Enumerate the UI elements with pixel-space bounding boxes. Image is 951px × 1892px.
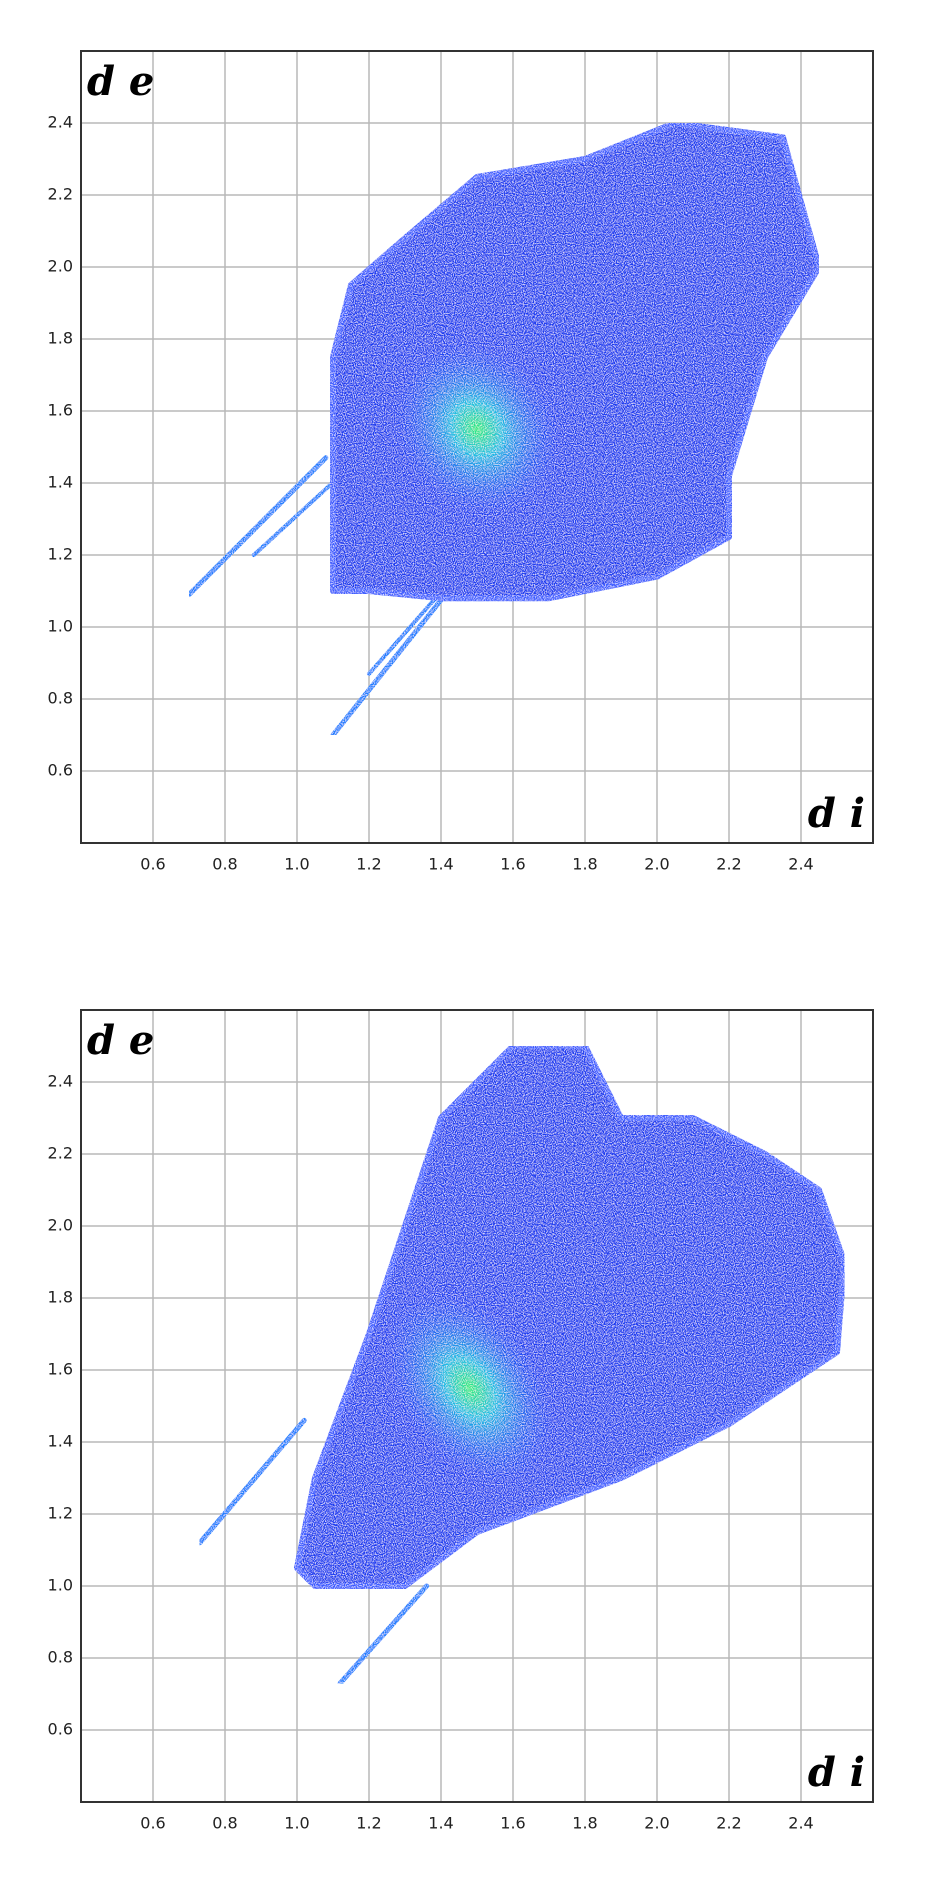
y-tick-label: 0.8 — [48, 689, 73, 708]
plot-frame — [80, 1009, 874, 1803]
x-tick-label: 0.8 — [212, 1814, 237, 1833]
spike — [197, 1417, 307, 1546]
y-tick-label: 2.2 — [48, 185, 73, 204]
chart: 0.6 0.8 1.0 1.2 1.4 1.6 1.8 2.0 2.2 2.4 0.6 0.8 1.0 1… — [48, 1009, 874, 1833]
cloud-core — [384, 1290, 556, 1486]
y-tick-label: 2.4 — [48, 1072, 73, 1091]
spike — [337, 1583, 430, 1686]
x-tick-label: 1.8 — [572, 1814, 597, 1833]
y-tick-label: 1.0 — [48, 1576, 73, 1595]
x-tick-label: 1.0 — [284, 1814, 309, 1833]
x-tick-label: 0.8 — [212, 855, 237, 874]
y-tick-label: 1.4 — [48, 1432, 73, 1451]
x-tick-label: 1.6 — [500, 1814, 525, 1833]
y-tick-label: 1.8 — [48, 329, 73, 348]
y-tick-label: 1.6 — [48, 1360, 73, 1379]
x-tick-label: 2.0 — [644, 855, 669, 874]
x-tick-label: 1.8 — [572, 855, 597, 874]
y-tick-label: 2.2 — [48, 1144, 73, 1163]
x-tick-label: 2.4 — [788, 1814, 813, 1833]
y-tick-label: 2.0 — [48, 257, 73, 276]
x-tick-label: 1.2 — [356, 1814, 381, 1833]
x-tick-label: 2.2 — [716, 855, 741, 874]
x-tick-label: 1.6 — [500, 855, 525, 874]
y-axis-label: d e — [87, 1017, 154, 1064]
y-tick-label: 1.8 — [48, 1288, 73, 1307]
x-tick-label: 1.0 — [284, 855, 309, 874]
point-cloud — [197, 1043, 848, 1686]
x-tick-label: 0.6 — [140, 855, 165, 874]
y-tick-label: 1.6 — [48, 401, 73, 420]
x-tick-label: 1.4 — [428, 855, 453, 874]
x-axis-label: d i — [808, 790, 865, 837]
y-tick-label: 1.0 — [48, 617, 73, 636]
y-axis-label: d e — [87, 58, 154, 105]
y-tick-label: 1.4 — [48, 473, 73, 492]
y-tick-label: 2.0 — [48, 1216, 73, 1235]
chart: 0.6 0.8 1.0 1.2 1.4 1.6 1.8 2.0 2.2 2.4 0.6 0.8 1.0 1… — [48, 50, 874, 874]
y-tick-label: 1.2 — [48, 545, 73, 564]
y-tick-label: 0.6 — [48, 1720, 73, 1739]
x-tick-label: 0.6 — [140, 1814, 165, 1833]
x-tick-label: 1.4 — [428, 1814, 453, 1833]
spike — [251, 473, 343, 557]
cloud-core — [392, 339, 562, 519]
y-tick-label: 1.2 — [48, 1504, 73, 1523]
y-tick-label: 0.6 — [48, 761, 73, 780]
x-tick-label: 2.4 — [788, 855, 813, 874]
y-tick-label: 2.4 — [48, 113, 73, 132]
spike — [186, 455, 329, 598]
point-cloud — [186, 120, 822, 738]
x-axis-label: d i — [808, 1749, 865, 1796]
x-tick-label: 2.0 — [644, 1814, 669, 1833]
x-tick-label: 2.2 — [716, 1814, 741, 1833]
x-tick-label: 1.2 — [356, 855, 381, 874]
spike — [330, 588, 451, 738]
y-tick-label: 0.8 — [48, 1648, 73, 1667]
plot-frame — [80, 50, 874, 844]
